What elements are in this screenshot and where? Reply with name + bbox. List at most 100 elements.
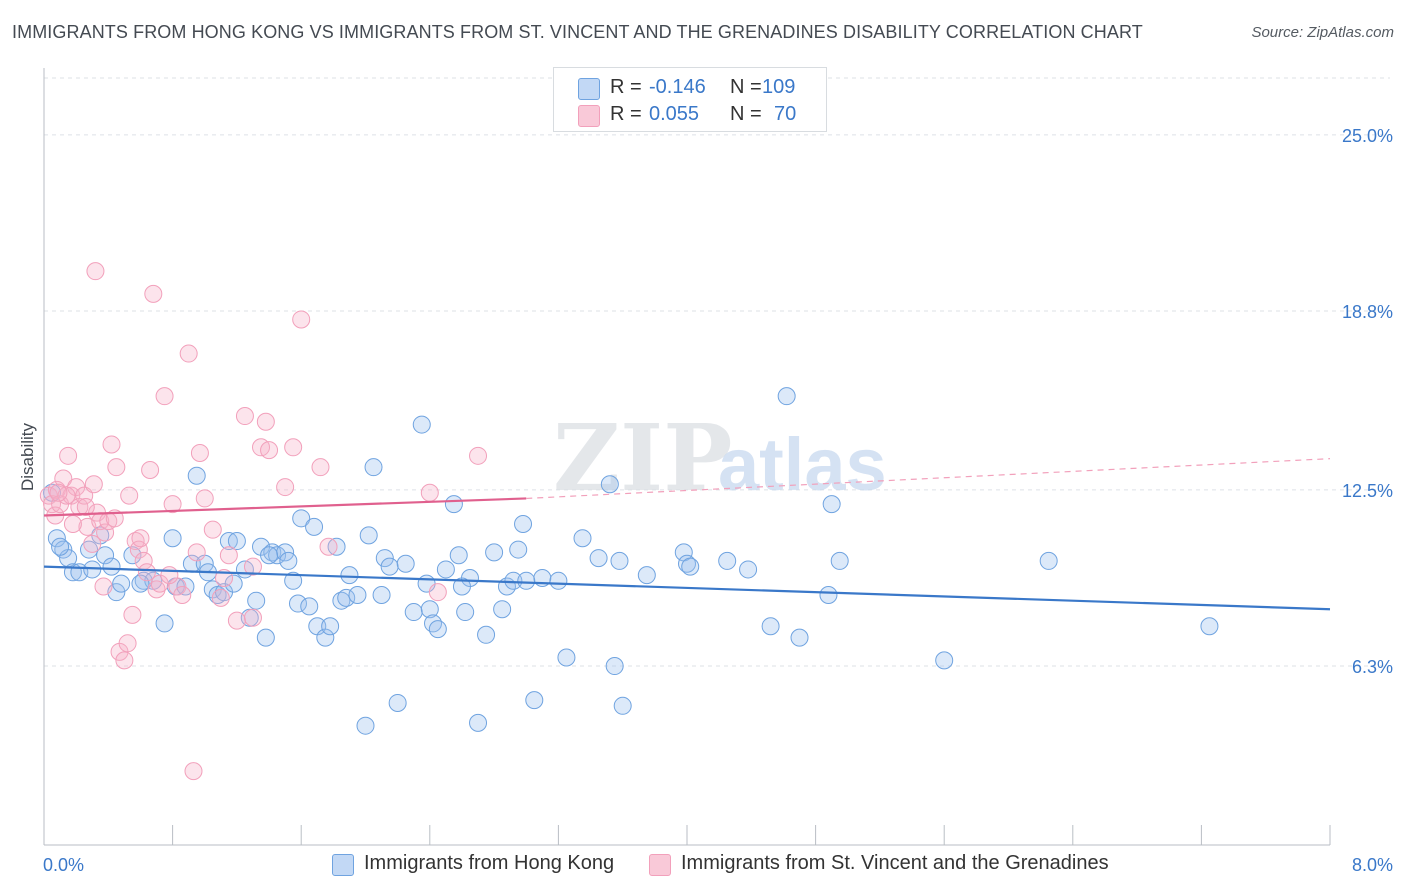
series-name: Immigrants from St. Vincent and the Gren…: [681, 852, 1109, 874]
data-point-hong-kong: [396, 554, 415, 573]
points-layer: [39, 262, 1219, 781]
data-point-hong-kong: [163, 529, 182, 548]
data-point-hong-kong: [404, 603, 423, 622]
data-point-hong-kong: [155, 614, 174, 633]
data-point-hong-kong: [589, 549, 608, 568]
data-point-hong-kong: [256, 628, 275, 647]
legend-r-value: -0.146: [649, 76, 706, 98]
data-point-hong-kong: [279, 551, 298, 570]
trend-line-hong-kong: [43, 565, 1331, 611]
data-point-st-vincent: [203, 520, 222, 539]
data-point-hong-kong: [380, 557, 399, 576]
data-point-st-vincent: [428, 583, 447, 602]
series-name: Immigrants from Hong Kong: [364, 852, 615, 874]
data-point-hong-kong: [247, 591, 266, 610]
data-point-hong-kong: [610, 551, 629, 570]
data-point-st-vincent: [144, 284, 163, 303]
data-point-hong-kong: [822, 495, 841, 514]
data-point-st-vincent: [83, 534, 102, 553]
data-point-hong-kong: [102, 557, 121, 576]
data-point-hong-kong: [332, 591, 351, 610]
data-point-st-vincent: [173, 586, 192, 605]
data-point-hong-kong: [80, 540, 99, 559]
data-point-st-vincent: [235, 407, 254, 426]
data-point-hong-kong: [637, 566, 656, 585]
data-point-st-vincent: [118, 634, 137, 653]
data-point-hong-kong: [549, 571, 568, 590]
data-point-hong-kong: [288, 594, 307, 613]
data-point-hong-kong: [681, 557, 700, 576]
y-tick-label: 12.5%: [1342, 481, 1393, 501]
data-point-hong-kong: [830, 551, 849, 570]
data-point-st-vincent: [243, 557, 262, 576]
legend-n-value: 70: [774, 103, 797, 125]
x-tick-label: 8.0%: [1352, 855, 1393, 875]
chart-title: IMMIGRANTS FROM HONG KONG VS IMMIGRANTS …: [12, 22, 1143, 42]
data-point-hong-kong: [131, 574, 150, 593]
data-point-st-vincent: [184, 762, 203, 781]
watermark-atlas: atlas: [718, 423, 887, 506]
data-point-hong-kong: [359, 526, 378, 545]
data-point-st-vincent: [54, 469, 73, 488]
data-point-st-vincent: [319, 537, 338, 556]
data-point-hong-kong: [790, 628, 809, 647]
data-point-hong-kong: [96, 546, 115, 565]
data-point-st-vincent: [129, 540, 148, 559]
data-point-hong-kong: [54, 540, 73, 559]
trend-line-st-vincent-extrapolated: [526, 458, 1331, 500]
data-point-st-vincent: [195, 489, 214, 508]
data-point-st-vincent: [190, 443, 209, 462]
y-tick-label: 18.8%: [1342, 302, 1393, 322]
data-point-st-vincent: [155, 387, 174, 406]
data-point-st-vincent: [96, 523, 115, 542]
data-point-st-vincent: [219, 546, 238, 565]
data-point-st-vincent: [284, 438, 303, 457]
data-point-hong-kong: [337, 588, 356, 607]
data-point-hong-kong: [739, 560, 758, 579]
data-point-hong-kong: [678, 554, 696, 573]
data-point-st-vincent: [179, 344, 198, 363]
watermark-zip: ZIP: [553, 404, 732, 512]
data-point-st-vincent: [107, 458, 126, 477]
data-point-st-vincent: [276, 478, 295, 497]
legend-swatch-pink: [578, 105, 600, 127]
data-point-st-vincent: [141, 461, 160, 480]
legend-r-label: R =: [610, 103, 642, 125]
legend-n-label: N =: [730, 103, 762, 125]
data-point-st-vincent: [102, 435, 121, 454]
axis-layer: [43, 68, 1331, 846]
data-point-st-vincent: [49, 483, 68, 502]
data-point-st-vincent: [86, 262, 105, 281]
legend-n-value: 109: [762, 76, 796, 98]
data-point-hong-kong: [224, 574, 243, 593]
data-point-hong-kong: [456, 603, 475, 622]
label-layer: 6.3% 12.5% 18.8% 25.0% 0.0% 8.0% Disability: [18, 126, 1393, 875]
data-point-hong-kong: [525, 691, 544, 710]
data-point-st-vincent: [243, 608, 262, 627]
data-point-st-vincent: [63, 514, 82, 533]
data-point-hong-kong: [777, 387, 796, 406]
data-point-st-vincent: [137, 563, 156, 582]
series-legend: Immigrants from Hong Kong Immigrants fro…: [0, 850, 1406, 880]
data-point-hong-kong: [227, 532, 246, 551]
data-point-hong-kong: [935, 651, 954, 670]
data-point-hong-kong: [356, 716, 375, 735]
data-point-hong-kong: [375, 549, 394, 568]
data-point-hong-kong: [300, 597, 319, 616]
data-point-st-vincent: [147, 580, 166, 599]
data-point-st-vincent: [76, 497, 95, 516]
data-point-st-vincent: [420, 483, 439, 502]
data-point-st-vincent: [70, 497, 89, 516]
data-point-hong-kong: [517, 571, 536, 590]
y-tick-label: 6.3%: [1352, 657, 1393, 677]
data-point-st-vincent: [120, 486, 139, 505]
data-point-hong-kong: [469, 713, 488, 732]
data-point-hong-kong: [51, 537, 70, 556]
data-point-hong-kong: [316, 628, 335, 647]
data-point-hong-kong: [485, 543, 504, 562]
data-point-st-vincent: [160, 566, 179, 585]
data-point-st-vincent: [311, 458, 330, 477]
data-point-hong-kong: [605, 657, 624, 676]
data-point-hong-kong: [420, 600, 439, 619]
data-point-hong-kong: [600, 475, 619, 494]
